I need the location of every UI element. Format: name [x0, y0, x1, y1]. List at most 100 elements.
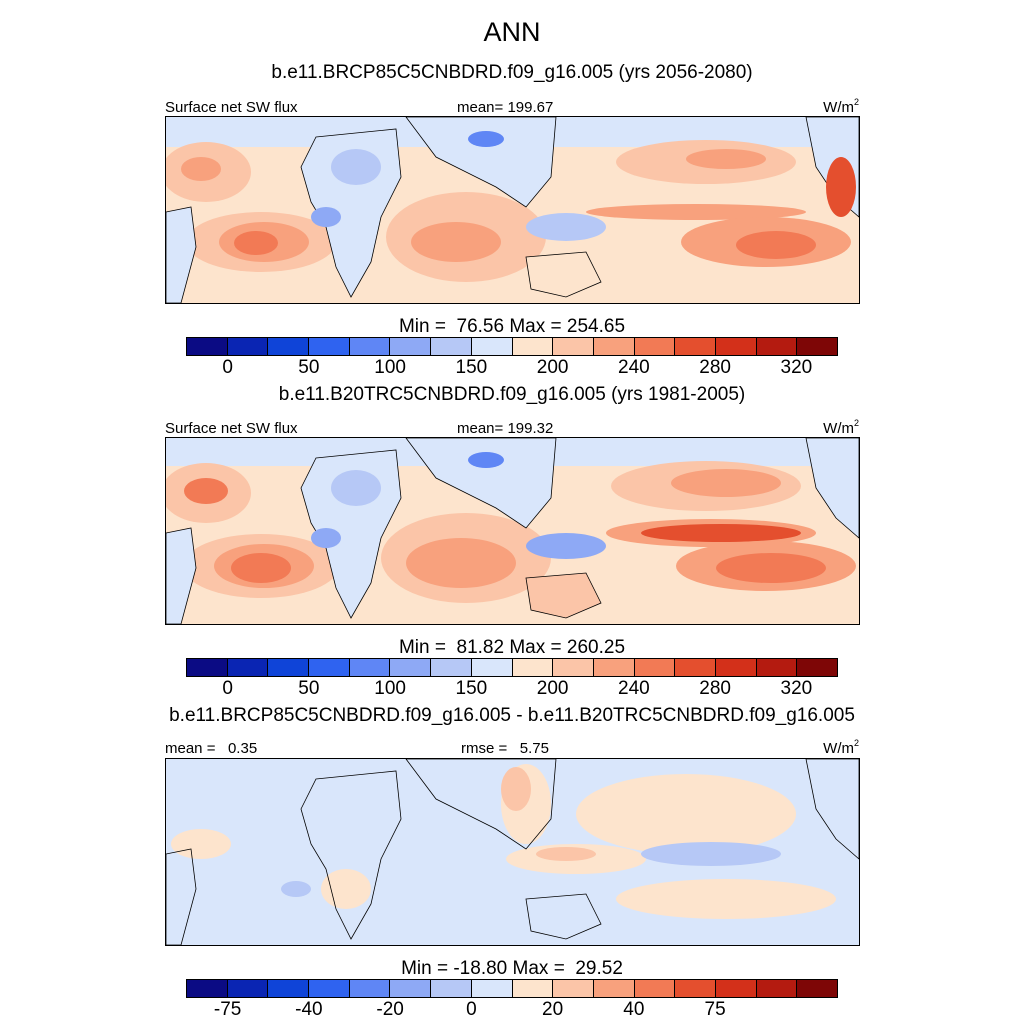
panel3-units-base: W/m — [823, 740, 854, 757]
panel3-north-america — [805, 759, 859, 860]
panel1-congo-low — [311, 207, 341, 227]
colorbar-swatch — [390, 980, 432, 997]
colorbar-swatch — [593, 659, 635, 676]
colorbar-swatch — [471, 659, 513, 676]
colorbar-tick-label: 100 — [374, 357, 406, 378]
panel2-min-value: 81.82 — [456, 637, 505, 658]
panel3-case-title: b.e11.BRCP85C5CNBDRD.f09_g16.005 - b.e11… — [169, 705, 855, 726]
colorbar-swatch — [268, 980, 310, 997]
panel2-congo-low — [311, 528, 341, 548]
panel2-units: W/m2 — [790, 418, 859, 437]
panel2-indian-ocean-core — [406, 538, 516, 588]
panel1-units-base: W/m — [823, 99, 854, 116]
colorbar-tick-label: 75 — [704, 999, 726, 1020]
panel3-min-value: -18.80 — [453, 958, 508, 979]
panel3-contour-map — [166, 759, 859, 945]
panel1-pacific-south-core — [736, 231, 816, 259]
panel1-colorbar-ticks: 0 50 100 150 200 240 280 320 — [186, 357, 838, 379]
figure-title: ANN — [483, 17, 541, 47]
panel1-mexico-high — [826, 157, 856, 217]
panel3-max-value: 29.52 — [575, 958, 623, 979]
colorbar-tick-label: 200 — [536, 357, 569, 378]
colorbar-swatch — [390, 338, 432, 355]
colorbar-swatch — [553, 659, 594, 676]
panel3-mean-value: 0.35 — [227, 740, 258, 757]
colorbar-tick-label: 0 — [466, 999, 477, 1020]
colorbar-swatch — [349, 338, 391, 355]
panel2-mean: mean= 199.32 — [457, 420, 553, 437]
panel2-colorbar — [186, 658, 838, 677]
panel2-units-exponent: 2 — [853, 418, 859, 428]
panel2-max-value: 260.25 — [566, 637, 626, 658]
panel2-max-label: Max = — [509, 637, 562, 658]
panel1-map — [165, 116, 860, 304]
panel1-case-title: b.e11.BRCP85C5CNBDRD.f09_g16.005 (yrs 20… — [271, 62, 753, 83]
colorbar-swatch — [797, 980, 837, 997]
panel1-mean: mean= 199.67 — [457, 99, 553, 116]
panel3-maritime-core — [536, 847, 596, 861]
panel1-maritime-low — [526, 213, 606, 241]
colorbar-tick-label: 50 — [298, 357, 320, 378]
panel3-rmse-label: rmse = — [461, 740, 508, 757]
panel1-sahara-low — [331, 149, 381, 185]
colorbar-tick-label: 20 — [542, 999, 564, 1020]
colorbar-swatch — [675, 659, 716, 676]
panel3-rmse-value: 5.75 — [519, 740, 549, 757]
panel1-colorbar — [186, 337, 838, 356]
panel3-minmax: Min = -18.80 Max = 29.52 — [0, 958, 1024, 980]
colorbar-swatch — [309, 980, 350, 997]
colorbar-swatch — [431, 980, 472, 997]
colorbar-tick-label: 200 — [536, 678, 569, 699]
panel2-contour-map — [166, 438, 859, 624]
panel2-pacific-north-core — [671, 469, 781, 497]
panel1-contour-map — [166, 117, 859, 303]
panel3-atlantic-pos — [171, 829, 231, 859]
panel2-mean-label: mean= — [457, 420, 504, 437]
colorbar-swatch — [268, 659, 310, 676]
colorbar-swatch — [471, 338, 513, 355]
panel3-mean-label: mean = — [165, 740, 216, 757]
panel2-tibet-low — [468, 452, 504, 468]
colorbar-swatch — [715, 980, 757, 997]
colorbar-swatch — [553, 338, 594, 355]
panel1-variable-label: Surface net SW flux — [165, 99, 298, 116]
panel3-asia — [405, 759, 557, 850]
panel3-map — [165, 758, 860, 946]
colorbar-swatch — [634, 980, 676, 997]
panel3-units-exponent: 2 — [853, 738, 859, 748]
colorbar-swatch — [349, 659, 391, 676]
colorbar-swatch — [431, 659, 472, 676]
panel3-units: W/m2 — [790, 738, 859, 757]
panel2-australia — [525, 572, 602, 619]
colorbar-swatch — [187, 659, 228, 676]
panel3-pacific-eq-neg — [641, 842, 781, 866]
colorbar-tick-label: -75 — [213, 999, 242, 1020]
colorbar-tick-label: 50 — [298, 678, 320, 699]
panel3-max-label: Max = — [512, 958, 565, 979]
colorbar-swatch — [268, 338, 310, 355]
panel3-rmse: rmse = 5.75 — [461, 740, 549, 757]
panel3-australia — [525, 893, 602, 940]
colorbar-tick-label: 100 — [374, 678, 406, 699]
colorbar-tick-label: -40 — [295, 999, 323, 1020]
panel1-south-america — [166, 206, 197, 303]
panel2-sahara-low — [331, 470, 381, 506]
colorbar-tick-label: 320 — [780, 357, 813, 378]
panel1-minmax: Min = 76.56 Max = 254.65 — [0, 316, 1024, 338]
panel2-atlantic-south-core — [231, 553, 291, 583]
panel2-case-title: b.e11.B20TRC5CNBDRD.f09_g16.005 (yrs 198… — [278, 384, 746, 405]
colorbar-swatch — [634, 338, 676, 355]
colorbar-swatch — [675, 980, 716, 997]
colorbar-swatch — [797, 659, 837, 676]
panel3-mean: mean = 0.35 — [165, 740, 257, 757]
panel1-indian-ocean-core — [411, 222, 501, 262]
panel1-min-value: 76.56 — [456, 316, 505, 337]
colorbar-swatch — [512, 338, 554, 355]
colorbar-tick-label: 280 — [699, 357, 731, 378]
panel2-min-label: Min = — [398, 637, 446, 658]
colorbar-tick-label: -20 — [376, 999, 404, 1020]
colorbar-swatch — [227, 659, 269, 676]
colorbar-swatch — [309, 338, 350, 355]
panel2-pacific-south-core — [716, 553, 826, 583]
panel1-australia — [525, 251, 602, 298]
